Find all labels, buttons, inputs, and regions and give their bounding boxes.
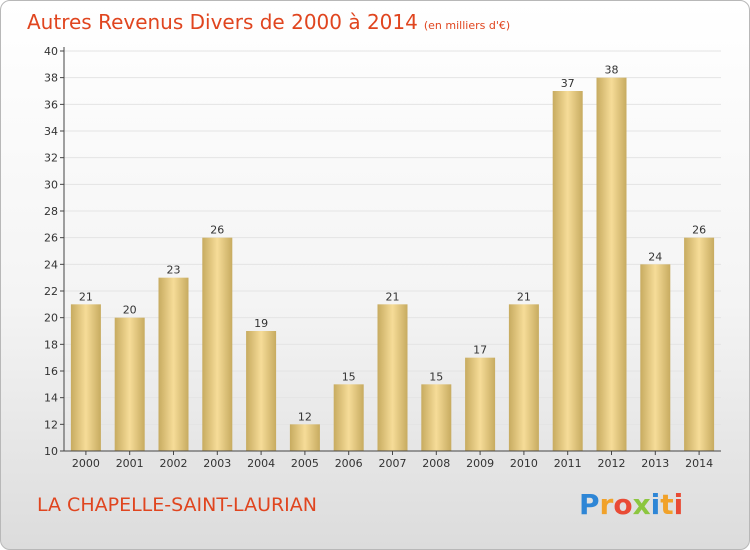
x-tick-label: 2011 xyxy=(554,457,582,470)
x-tick-label: 2014 xyxy=(685,457,713,470)
y-tick-label: 24 xyxy=(44,258,58,271)
x-tick-label: 2006 xyxy=(335,457,363,470)
data-label: 21 xyxy=(79,290,93,303)
data-label: 21 xyxy=(517,290,531,303)
logo-letter: r xyxy=(599,488,614,521)
logo-letter: P xyxy=(579,488,600,521)
y-tick-label: 28 xyxy=(44,205,58,218)
data-label: 23 xyxy=(167,264,181,277)
bar xyxy=(552,91,583,451)
logo-letter: t xyxy=(660,488,674,521)
y-tick-label: 14 xyxy=(44,392,58,405)
logo-letter: i xyxy=(650,488,661,521)
x-tick-label: 2010 xyxy=(510,457,538,470)
y-tick-label: 22 xyxy=(44,285,58,298)
data-label: 38 xyxy=(605,64,619,77)
commune-name: LA CHAPELLE-SAINT-LAURIAN xyxy=(37,494,317,516)
x-tick-label: 2013 xyxy=(641,457,669,470)
bar xyxy=(596,77,627,452)
chart-title-main: Autres Revenus Divers de 2000 à 2014 xyxy=(27,10,418,34)
bar xyxy=(333,384,364,451)
data-label: 37 xyxy=(561,77,575,90)
y-tick-label: 34 xyxy=(44,125,58,138)
chart-title: Autres Revenus Divers de 2000 à 2014 (en … xyxy=(27,10,510,34)
x-tick-label: 2001 xyxy=(116,457,144,470)
bar xyxy=(421,384,452,451)
y-tick-label: 16 xyxy=(44,365,58,378)
y-tick-label: 32 xyxy=(44,152,58,165)
bar xyxy=(246,331,277,451)
y-tick-label: 10 xyxy=(44,445,58,458)
data-label: 17 xyxy=(473,344,487,357)
bar xyxy=(158,277,189,451)
x-tick-label: 2004 xyxy=(247,457,275,470)
y-tick-label: 36 xyxy=(44,98,58,111)
logo-letter: i xyxy=(673,488,684,521)
data-label: 19 xyxy=(254,317,268,330)
y-tick-label: 20 xyxy=(44,312,58,325)
data-label: 24 xyxy=(648,250,662,263)
bars xyxy=(70,77,715,452)
bar xyxy=(70,304,101,451)
x-tick-label: 2005 xyxy=(291,457,319,470)
x-tick-label: 2002 xyxy=(160,457,188,470)
bar xyxy=(377,304,408,451)
proxiti-logo: Proxiti xyxy=(579,488,683,521)
axes xyxy=(60,47,721,455)
bar xyxy=(640,264,671,451)
data-label: 26 xyxy=(692,224,706,237)
x-tick-label: 2000 xyxy=(72,457,100,470)
bar xyxy=(114,317,145,451)
y-tick-label: 40 xyxy=(44,45,58,58)
data-label: 12 xyxy=(298,410,312,423)
bar xyxy=(508,304,539,451)
bar xyxy=(465,357,496,451)
data-label: 15 xyxy=(429,370,443,383)
y-tick-label: 18 xyxy=(44,338,58,351)
x-tick-label: 2007 xyxy=(379,457,407,470)
y-tick-label: 12 xyxy=(44,418,58,431)
bar xyxy=(202,237,233,451)
y-tick-label: 26 xyxy=(44,232,58,245)
x-tick-label: 2003 xyxy=(203,457,231,470)
y-tick-label: 38 xyxy=(44,72,58,85)
logo-letter: o xyxy=(613,488,633,521)
data-label: 21 xyxy=(386,290,400,303)
x-tick-label: 2008 xyxy=(422,457,450,470)
data-label: 26 xyxy=(210,224,224,237)
data-label: 15 xyxy=(342,370,356,383)
bar xyxy=(684,237,715,451)
y-tick-label: 30 xyxy=(44,178,58,191)
labels: 10 12 14 16 18 20 22 24 26 28 30 32 34 36 38 40 21 2000 20… xyxy=(44,45,713,470)
x-tick-label: 2012 xyxy=(598,457,626,470)
logo-letter: x xyxy=(632,488,651,521)
data-label: 20 xyxy=(123,304,137,317)
bar xyxy=(289,424,320,451)
chart-title-unit: (en milliers d'€) xyxy=(423,19,511,32)
x-tick-label: 2009 xyxy=(466,457,494,470)
